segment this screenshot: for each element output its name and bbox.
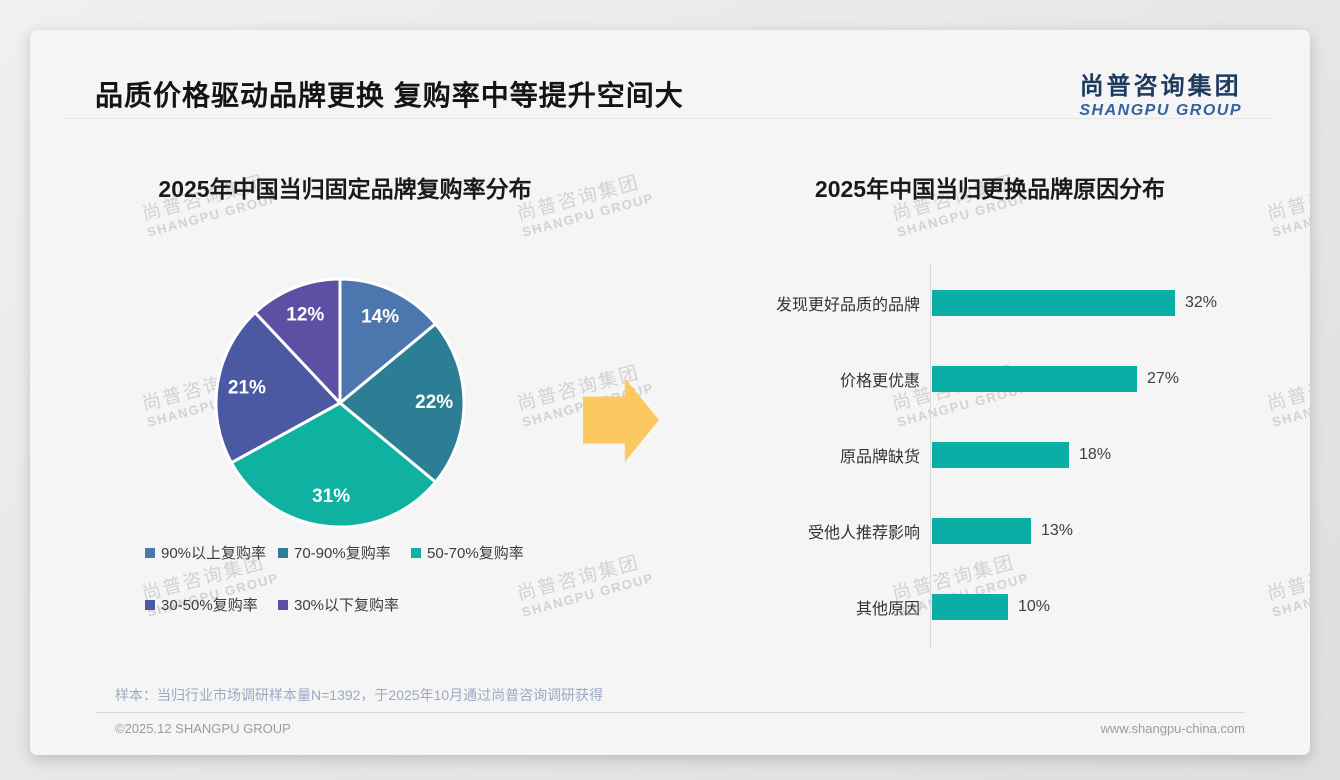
right-arrow-icon	[583, 378, 659, 462]
bar-fill	[932, 290, 1175, 316]
bar-row: 其他原因 10%	[670, 594, 1050, 620]
logo-english-name: SHANGPU GROUP	[1079, 102, 1242, 119]
legend-swatch-icon	[145, 547, 155, 558]
page-title: 品质价格驱动品牌更换 复购率中等提升空间大	[95, 80, 684, 111]
report-card: 尚普咨询集团 SHANGPU GROUP 尚普咨询集团 SHANGPU GROUP 尚普…	[30, 30, 1310, 755]
legend-item: 30%以下复购率	[278, 594, 399, 615]
bar-fill	[932, 442, 1069, 468]
footer-divider	[95, 712, 1245, 713]
legend-label: 50-70%复购率	[427, 545, 524, 562]
bar-fill	[932, 594, 1008, 620]
logo-chinese-name: 尚普咨询集团	[1079, 73, 1242, 100]
bar-category-label: 发现更好品质的品牌	[775, 297, 920, 314]
company-logo: 尚普咨询集团 SHANGPU GROUP	[1079, 66, 1242, 120]
pie-slice-label: 14%	[361, 307, 399, 328]
bar-row: 受他人推荐影响 13%	[670, 518, 1073, 544]
bar-category-label: 受他人推荐影响	[807, 525, 920, 542]
pie-chart: 14% 22% 31% 21% 12%	[210, 273, 470, 533]
pie-slice	[253, 277, 342, 405]
bar-value-label: 32%	[1185, 294, 1218, 311]
footer-copyright: ©2025.12 SHANGPU GROUP	[115, 721, 291, 736]
pie-slice	[229, 401, 438, 529]
legend-item: 90%以上复购率	[145, 542, 278, 563]
legend-label: 90%以上复购率	[161, 545, 267, 562]
pie-legend-row-1: 90%以上复购率 70-90%复购率 50-70%复购率	[145, 542, 625, 563]
legend-swatch-icon	[411, 547, 421, 558]
pie-slice	[338, 277, 438, 405]
legend-label: 30-50%复购率	[161, 597, 258, 614]
legend-item: 50-70%复购率	[411, 542, 524, 563]
bar-fill	[932, 518, 1031, 544]
bar-row: 发现更好品质的品牌 32%	[670, 290, 1217, 316]
bar-chart-title: 2025年中国当归更换品牌原因分布	[814, 176, 1166, 202]
bar-value-label: 10%	[1018, 598, 1051, 615]
bar-category-label: 原品牌缺货	[839, 449, 920, 466]
pie-slice-label: 12%	[286, 304, 324, 325]
pie-chart-title: 2025年中国当归固定品牌复购率分布	[158, 176, 532, 202]
pie-slice	[214, 311, 342, 465]
bar-fill	[932, 366, 1137, 392]
legend-item: 30-50%复购率	[145, 594, 278, 615]
legend-item: 70-90%复购率	[278, 542, 411, 563]
header-divider	[65, 118, 1275, 119]
bar-category-label: 其他原因	[855, 601, 920, 618]
pie-slice-label: 31%	[312, 486, 350, 507]
pie-chart-svg: 14% 22% 31% 21% 12%	[214, 277, 466, 529]
legend-swatch-icon	[145, 599, 155, 610]
pie-slice	[338, 322, 466, 484]
sample-note: 样本：当归行业市场调研样本量N=1392，于2025年10月通过尚普咨询调研获得	[115, 687, 604, 703]
bar-row: 价格更优惠 27%	[670, 366, 1179, 392]
footer-website: www.shangpu-china.com	[1100, 721, 1245, 736]
legend-swatch-icon	[278, 599, 288, 610]
bar-row: 原品牌缺货 18%	[670, 442, 1111, 468]
pie-slice-label: 22%	[415, 392, 453, 413]
bar-value-label: 18%	[1079, 446, 1112, 463]
legend-swatch-icon	[278, 547, 288, 558]
bar-chart-axis-line	[930, 263, 931, 648]
bar-category-label: 价格更优惠	[839, 373, 920, 390]
bar-value-label: 13%	[1041, 522, 1074, 539]
legend-label: 30%以下复购率	[294, 597, 400, 614]
pie-slice-label: 21%	[228, 377, 266, 398]
bar-value-label: 27%	[1147, 370, 1180, 387]
pie-legend-row-2: 30-50%复购率 30%以下复购率	[145, 594, 625, 615]
legend-label: 70-90%复购率	[294, 545, 391, 562]
